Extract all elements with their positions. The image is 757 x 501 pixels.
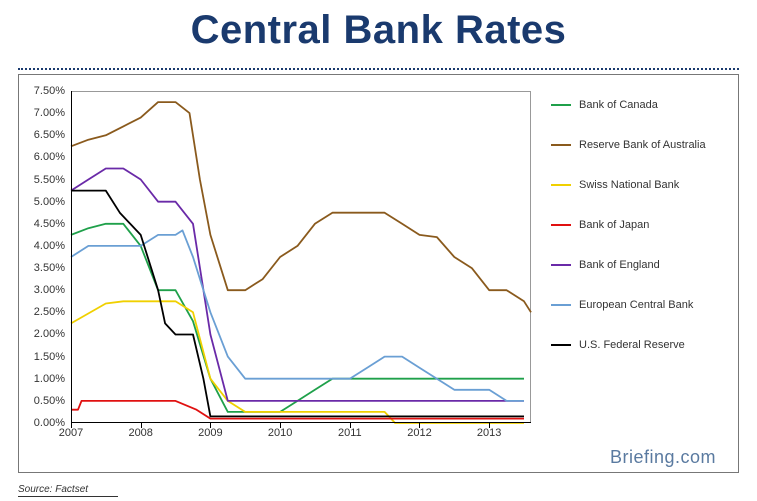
ytick-label: 7.50%	[34, 85, 65, 97]
ytick-label: 6.50%	[34, 129, 65, 141]
series-line	[71, 191, 524, 417]
legend-item: Bank of England	[551, 259, 725, 271]
legend-label: Reserve Bank of Australia	[579, 139, 706, 151]
legend-label: Bank of England	[579, 259, 660, 271]
legend-label: Bank of Canada	[579, 99, 658, 111]
legend-swatch	[551, 224, 571, 226]
xtick-label: 2010	[268, 427, 292, 439]
legend-item: Reserve Bank of Australia	[551, 139, 725, 151]
series-line	[71, 230, 524, 401]
legend-swatch	[551, 264, 571, 266]
xtick-label: 2013	[477, 427, 501, 439]
xtick-label: 2012	[407, 427, 431, 439]
source-label: Source: Factset	[18, 484, 88, 495]
ytick-label: 2.00%	[34, 328, 65, 340]
legend-label: Bank of Japan	[579, 219, 649, 231]
legend-item: Bank of Japan	[551, 219, 725, 231]
brand-logo-text: Briefing.com	[610, 447, 716, 468]
legend-item: European Central Bank	[551, 299, 725, 311]
divider-dots	[18, 68, 739, 70]
ytick-label: 0.50%	[34, 395, 65, 407]
ytick-label: 5.50%	[34, 174, 65, 186]
ytick-label: 2.50%	[34, 306, 65, 318]
ytick-label: 4.50%	[34, 218, 65, 230]
chart-plot-area: 0.00%0.50%1.00%1.50%2.00%2.50%3.00%3.50%…	[71, 91, 531, 423]
legend-item: Swiss National Bank	[551, 179, 725, 191]
legend-item: U.S. Federal Reserve	[551, 339, 725, 351]
series-line	[71, 224, 524, 412]
ytick-label: 3.50%	[34, 262, 65, 274]
legend-label: U.S. Federal Reserve	[579, 339, 685, 351]
legend-swatch	[551, 144, 571, 146]
series-line	[71, 169, 524, 401]
series-line	[71, 301, 524, 423]
legend-label: Swiss National Bank	[579, 179, 679, 191]
xtick-label: 2011	[338, 427, 362, 439]
chart-svg	[71, 91, 531, 423]
legend-item: Bank of Canada	[551, 99, 725, 111]
xtick-label: 2007	[59, 427, 83, 439]
legend-swatch	[551, 184, 571, 186]
ytick-label: 1.50%	[34, 351, 65, 363]
ytick-label: 1.00%	[34, 373, 65, 385]
legend: Bank of Canada Reserve Bank of Australia S…	[551, 99, 725, 379]
ytick-label: 4.00%	[34, 240, 65, 252]
source-underline	[18, 496, 118, 497]
legend-swatch	[551, 304, 571, 306]
legend-swatch	[551, 344, 571, 346]
y-axis-line	[71, 91, 72, 423]
legend-swatch	[551, 104, 571, 106]
ytick-label: 5.00%	[34, 196, 65, 208]
ytick-label: 6.00%	[34, 151, 65, 163]
chart-panel: 0.00%0.50%1.00%1.50%2.00%2.50%3.00%3.50%…	[18, 74, 739, 473]
ytick-label: 3.00%	[34, 284, 65, 296]
legend-label: European Central Bank	[579, 299, 693, 311]
page-title: Central Bank Rates	[0, 0, 757, 53]
ytick-label: 7.00%	[34, 107, 65, 119]
xtick-label: 2008	[128, 427, 152, 439]
series-line	[71, 102, 531, 312]
xtick-label: 2009	[198, 427, 222, 439]
